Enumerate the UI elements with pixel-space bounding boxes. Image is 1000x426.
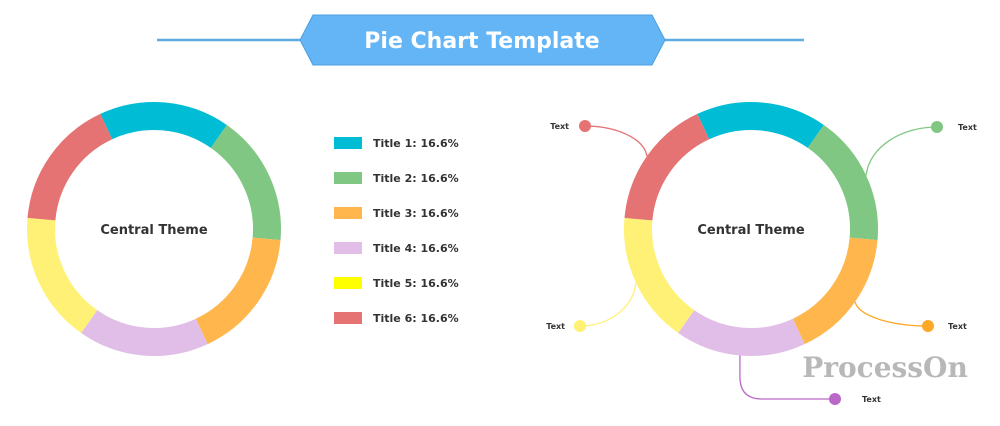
callout: Text (546, 282, 637, 332)
pie-slice-1 (697, 102, 824, 149)
callout-dot (829, 393, 841, 405)
callout-dot (922, 320, 934, 332)
legend-label: Title 2: 16.6% (373, 172, 459, 185)
callout: Text (865, 121, 977, 176)
callout-line (739, 355, 835, 400)
legend-item: Title 4: 16.6% (334, 242, 459, 255)
center-label: Central Theme (100, 223, 207, 238)
pie-slice-6 (27, 113, 113, 221)
pie-slice-4 (81, 309, 208, 356)
callout-line (579, 282, 637, 327)
callout-label: Text (546, 322, 565, 331)
pie-slice-3 (792, 237, 878, 345)
callout-label: Text (862, 395, 881, 404)
legend-item: Title 2: 16.6% (334, 172, 459, 185)
callout-dot (931, 121, 943, 133)
center-label: Central Theme (697, 223, 804, 238)
header: Pie Chart Template (157, 14, 804, 66)
callout-line (865, 126, 938, 176)
callout: Text (739, 355, 881, 405)
legend-swatch (334, 207, 362, 219)
legend-swatch (334, 312, 362, 324)
pie-slice-1 (100, 102, 227, 149)
donut-chart-legend: Central Theme (27, 102, 281, 356)
legend-item: Title 3: 16.6% (334, 207, 459, 220)
watermark: ProcessOn (802, 351, 968, 384)
legend-label: Title 1: 16.6% (373, 137, 459, 150)
pie-slice-5 (624, 217, 695, 334)
legend-label: Title 5: 16.6% (373, 277, 459, 290)
legend-label: Title 6: 16.6% (373, 312, 459, 325)
callouts: Text Text Text Text Text (546, 120, 977, 405)
legend-label: Title 4: 16.6% (373, 242, 459, 255)
callout-line (584, 125, 648, 157)
callout: Text (550, 120, 648, 157)
title-banner (299, 14, 666, 66)
pie-slice-3 (195, 237, 281, 345)
callout-label: Text (948, 322, 967, 331)
pie-slice-2 (210, 124, 281, 241)
legend: Title 1: 16.6% Title 2: 16.6% Title 3: 16.… (334, 137, 459, 325)
callout-dot (579, 120, 591, 132)
legend-swatch (334, 137, 362, 149)
legend-item: Title 5: 16.6% (334, 277, 459, 290)
page-title: Pie Chart Template (364, 29, 599, 54)
pie-slice-5 (27, 217, 98, 334)
donut-chart-callouts: Central Theme (624, 102, 878, 356)
legend-label: Title 3: 16.6% (373, 207, 459, 220)
legend-swatch (334, 277, 362, 289)
legend-swatch (334, 172, 362, 184)
pie-slice-4 (678, 309, 805, 356)
callout: Text (854, 301, 967, 332)
callout-label: Text (958, 123, 977, 132)
legend-swatch (334, 242, 362, 254)
pie-slice-6 (624, 113, 710, 221)
legend-item: Title 1: 16.6% (334, 137, 459, 150)
legend-item: Title 6: 16.6% (334, 312, 459, 325)
pie-slice-2 (807, 124, 878, 241)
callout-line (854, 301, 929, 327)
callout-dot (574, 320, 586, 332)
callout-label: Text (550, 122, 569, 131)
